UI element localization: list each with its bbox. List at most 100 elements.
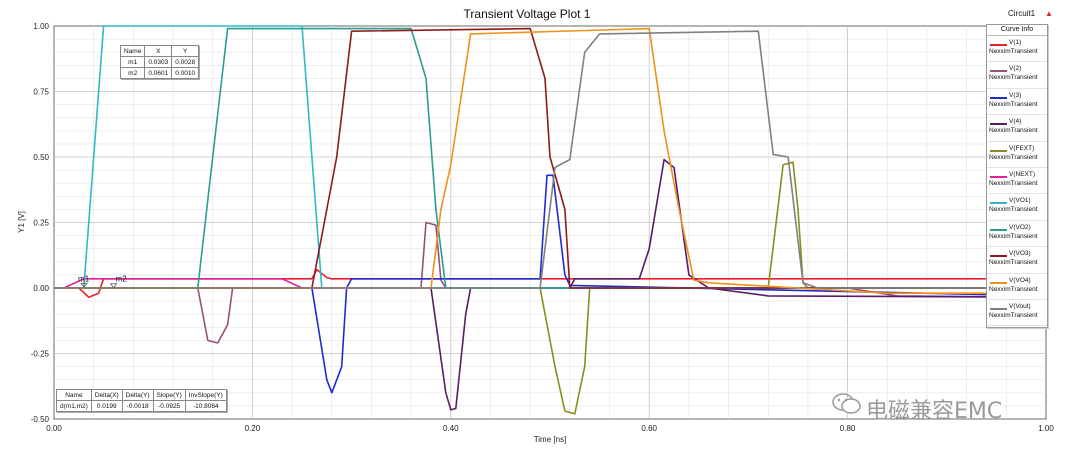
legend-series-name: V(4) [1009, 118, 1022, 126]
watermark-text: 电磁兼容EMC [866, 399, 1003, 424]
delta-row[interactable]: d(m1,m2) 0.0199 -0.0018 -0.0925 -10.8084 [56, 400, 227, 412]
legend-series-source: NexximTransient [989, 232, 1038, 240]
legend-item[interactable]: V(3) NexximTransient [987, 89, 1047, 116]
y-axis-label: Y1 [V] [17, 211, 26, 233]
legend-item[interactable]: V(NEXT) NexximTransient [987, 168, 1047, 195]
legend-title: Curve Info [987, 25, 1047, 36]
table-header-cell: Delta(X) [90, 389, 123, 401]
legend-series-source: NexximTransient [989, 48, 1038, 55]
series-line-vvo2 [54, 27, 1046, 289]
table-cell: 0.0199 [90, 400, 123, 412]
table-header-cell: Name [119, 45, 146, 57]
wechat-icon [832, 393, 861, 414]
legend-swatch [990, 281, 1007, 284]
markers[interactable]: m1 m2 [78, 274, 128, 289]
delta-table-header: Name Delta(X) Delta(Y) Slope(Y) InvSlope(Y) [56, 389, 227, 401]
table-cell: 0.0028 [171, 56, 200, 68]
y-tick-label: 0.50 [33, 153, 49, 162]
table-cell: 0.0303 [144, 56, 173, 68]
marker-m2 [109, 283, 118, 289]
y-tick-label: 0.00 [33, 284, 49, 293]
legend-item[interactable]: V(VO1) NexximTransient [987, 194, 1047, 221]
legend-series-name: V(3) [1009, 91, 1022, 99]
y-axis-ticks: 1.00 0.75 0.50 0.25 0.00 -0.25 -0.50 [31, 22, 50, 424]
x-tick-label: 0.20 [245, 424, 261, 433]
legend-swatch [990, 255, 1007, 258]
legend-series-source: NexximTransient [989, 311, 1038, 319]
legend-series-source: NexximTransient [989, 206, 1038, 214]
legend-item[interactable]: V(Vout) NexximTransient [987, 300, 1047, 327]
marker-label-m1: m1 [78, 274, 90, 283]
legend-swatch [990, 44, 1007, 46]
table-header-cell: Delta(Y) [121, 389, 154, 401]
y-tick-label: 1.00 [33, 22, 49, 31]
legend-series-name: V(1) [1009, 39, 1022, 46]
legend-swatch [990, 228, 1007, 231]
x-tick-label: 1.00 [1038, 424, 1054, 433]
legend-series-name: V(FEXT) [1009, 144, 1035, 152]
legend-item[interactable]: V(VO3) NexximTransient [987, 247, 1047, 274]
x-tick-label: 0.40 [443, 424, 459, 433]
curve-info-legend[interactable]: Curve Info V(1) NexximTransient V(2) Nexxim… [986, 24, 1048, 328]
legend-series-name: V(VO3) [1009, 250, 1031, 258]
legend-series-source: NexximTransient [989, 179, 1038, 187]
legend-series-name: V(VO4) [1009, 276, 1031, 284]
chart-title: Transient Voltage Plot 1 [464, 7, 591, 21]
table-cell: m2 [119, 67, 146, 79]
legend-item[interactable]: V(VO2) NexximTransient [987, 221, 1047, 248]
marker-table-header: Name X Y [119, 45, 200, 57]
legend-item[interactable]: V(VO4) NexximTransient [987, 274, 1047, 300]
legend-series-source: NexximTransient [989, 153, 1038, 161]
x-tick-label: 0.80 [840, 424, 856, 433]
legend-swatch [990, 202, 1007, 205]
circuit-label: Circuit1 [1008, 9, 1036, 18]
marker-row[interactable]: m1 0.0303 0.0028 [119, 56, 200, 68]
legend-series-source: NexximTransient [989, 259, 1038, 267]
legend-swatch [990, 96, 1007, 99]
y-tick-label: -0.25 [31, 350, 50, 359]
legend-series-name: V(VO2) [1009, 223, 1031, 231]
legend-swatch [990, 70, 1007, 73]
table-cell: m1 [119, 56, 146, 68]
series-line-vvo3 [54, 27, 1046, 289]
table-header-cell: X [144, 45, 173, 57]
table-cell: 0.0010 [171, 67, 200, 79]
legend-item[interactable]: V(4) NexximTransient [987, 115, 1047, 142]
legend-series-name: V(2) [1009, 65, 1022, 73]
table-header-cell: Slope(Y) [152, 389, 186, 401]
legend-series-name: V(NEXT) [1009, 170, 1035, 178]
legend-swatch [990, 123, 1007, 126]
x-tick-label: 0.00 [46, 424, 62, 433]
series-line-vvout [54, 30, 1046, 289]
y-tick-label: 0.75 [33, 88, 49, 97]
table-cell: 0.0601 [144, 67, 173, 79]
marker-row[interactable]: m2 0.0601 0.0010 [119, 67, 200, 79]
collapse-arrow-icon[interactable]: ▲ [1045, 9, 1053, 18]
marker-label-m2: m2 [116, 275, 128, 284]
series-line-vvo1 [54, 25, 1046, 289]
x-axis-label: Time [ns] [534, 435, 567, 444]
legend-item[interactable]: V(1) NexximTransient [987, 36, 1047, 63]
series-line-v4 [54, 158, 1047, 411]
legend-series-name: V(VO1) [1009, 197, 1031, 205]
legend-item[interactable]: V(FEXT) NexximTransient [987, 142, 1047, 168]
table-cell: -10.8084 [184, 400, 227, 412]
grid [54, 26, 1046, 419]
series-line-v3 [54, 174, 1047, 394]
table-cell: -0.0018 [121, 400, 154, 412]
table-cell: -0.0925 [152, 400, 186, 412]
table-header-cell: Y [171, 45, 200, 57]
x-axis-ticks: 0.00 0.20 0.40 0.60 0.80 1.00 [46, 424, 1054, 433]
data-series [54, 25, 1047, 415]
legend-series-source: NexximTransient [989, 74, 1038, 82]
legend-swatch [990, 175, 1007, 178]
legend-series-name: V(Vout) [1009, 302, 1031, 310]
marker-table[interactable]: Name X Y m1 0.0303 0.0028 m2 0.0601 0.0010 [119, 45, 200, 79]
marker-m1 [80, 282, 88, 288]
delta-marker-table[interactable]: Name Delta(X) Delta(Y) Slope(Y) InvSlope(Y) … [56, 389, 227, 412]
legend-item[interactable]: V(2) NexximTransient [987, 62, 1047, 89]
legend-swatch [990, 307, 1007, 310]
legend-series-source: NexximTransient [989, 100, 1038, 108]
table-header-cell: Name [56, 389, 92, 401]
